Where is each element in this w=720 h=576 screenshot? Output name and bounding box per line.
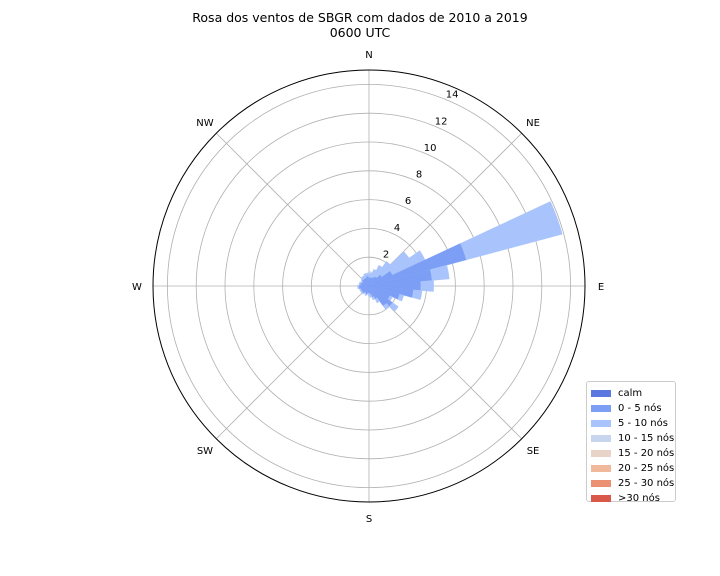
radial-tick-label-3: 8: [416, 170, 422, 181]
direction-label-sw: SW: [197, 446, 213, 457]
sector-160-bin-2: [371, 296, 376, 301]
sector-290-bin-2: [359, 281, 362, 284]
legend-label: 25 - 30 nós: [618, 478, 675, 489]
legend-swatch: [591, 435, 611, 442]
chart-title: Rosa dos ventos de SBGR com dados de 201…: [192, 10, 528, 25]
sector-180-bin-2: [367, 293, 371, 297]
direction-label-e: E: [598, 282, 604, 293]
legend-item: 25 - 30 nós: [591, 476, 675, 491]
polar-outline: [152, 69, 586, 503]
radial-tick-label-0: 2: [383, 249, 389, 260]
legend-item: 0 - 5 nós: [591, 401, 675, 416]
sector-140-bin-2: [382, 303, 390, 310]
legend-item: >30 nós: [591, 491, 675, 506]
legend-swatch: [591, 450, 611, 457]
direction-label-n: N: [365, 50, 372, 61]
sector-110-bin-2: [397, 294, 404, 302]
legend-swatch: [591, 390, 611, 397]
sector-260-bin-2: [357, 286, 360, 290]
legend-swatch: [591, 420, 611, 427]
sector-70-bin-2: [460, 201, 563, 261]
sector-170-bin-2: [369, 294, 373, 298]
legend-item: 5 - 10 nós: [591, 416, 675, 431]
sector-270-bin-2: [357, 284, 360, 288]
legend-item: 10 - 15 nós: [591, 431, 675, 446]
chart-title-block: Rosa dos ventos de SBGR com dados de 201…: [0, 10, 720, 40]
legend-label: calm: [618, 388, 643, 399]
grid-spoke-nw: [215, 132, 370, 287]
legend-swatch: [591, 465, 611, 472]
legend-item: 20 - 25 nós: [591, 461, 675, 476]
axis-labels: N NE E SE S SW W NW 2 4 6 8 10 12 14: [132, 50, 604, 525]
direction-label-nw: NW: [196, 118, 213, 129]
polar-frame: [152, 69, 586, 503]
legend: calm 0 - 5 nós 5 - 10 nós 10 - 15 nós 15 - 2…: [586, 381, 676, 504]
radial-tick-label-2: 6: [405, 196, 411, 207]
legend-swatch: [591, 405, 611, 412]
wind-sectors: [357, 201, 563, 312]
sector-80-bin-2: [430, 264, 450, 281]
legend-item: calm: [591, 386, 675, 401]
radial-tick-label-5: 12: [435, 116, 448, 127]
grid-spoke-sw: [215, 285, 370, 440]
legend-label: 20 - 25 nós: [618, 463, 675, 474]
sector-150-bin-2: [374, 297, 380, 304]
legend-swatch: [591, 480, 611, 487]
sector-350-bin-2: [365, 272, 369, 277]
legend-label: 5 - 10 nós: [618, 418, 668, 429]
legend-label: 10 - 15 nós: [618, 433, 675, 444]
chart-subtitle: 0600 UTC: [329, 25, 391, 40]
direction-label-w: W: [132, 282, 142, 293]
radial-tick-label-1: 4: [394, 223, 400, 234]
radial-tick-label-4: 10: [424, 143, 437, 154]
direction-label-se: SE: [527, 446, 540, 457]
sector-130-bin-2: [389, 302, 399, 312]
legend-item: 15 - 20 nós: [591, 446, 675, 461]
direction-label-s: S: [366, 514, 372, 525]
direction-label-ne: NE: [526, 118, 540, 129]
legend-label: >30 nós: [618, 493, 660, 504]
sector-100-bin-2: [411, 289, 423, 300]
legend-label: 0 - 5 nós: [618, 403, 662, 414]
legend-label: 15 - 20 nós: [618, 448, 675, 459]
sector-200-bin-2: [364, 293, 367, 296]
sector-0-bin-3: [367, 271, 371, 274]
sector-90-bin-2: [420, 280, 434, 292]
radial-tick-label-6: 14: [446, 90, 459, 101]
legend-swatch: [591, 495, 611, 502]
